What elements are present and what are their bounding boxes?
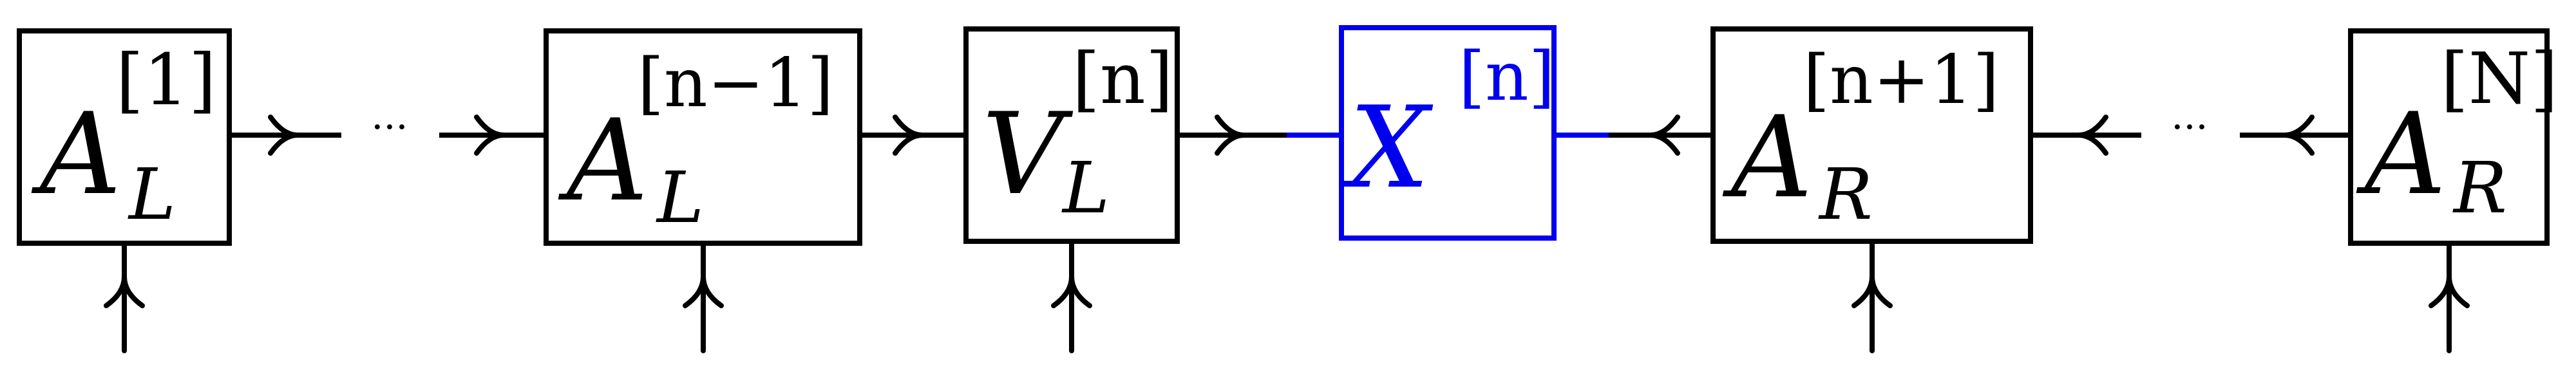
- tensor-box-a-l-1: [17, 28, 232, 246]
- physical-legs: [104, 239, 2470, 353]
- label-a-r-n+1-sup: [n+1]: [1803, 41, 1999, 119]
- label-a-l-1-sub: L: [128, 153, 176, 236]
- label-x-n-base: X: [1341, 83, 1434, 214]
- label-a-r-N-base: A: [2356, 89, 2446, 220]
- ellipses: ··· ···: [371, 105, 2208, 150]
- label-a-r-n+1-base: A: [1722, 93, 1812, 223]
- tensor-box-x-n: [1339, 25, 1557, 241]
- arrow-left-1: [1650, 115, 1680, 156]
- arrow-left-2: [2078, 115, 2108, 156]
- leg-an-1-arrow: [683, 276, 724, 308]
- label-v-l-n-sup: [n]: [1072, 37, 1173, 120]
- ellipsis-right: ···: [2171, 105, 2208, 150]
- bond-arrows: [268, 115, 2315, 156]
- tensor-box-v-l-n: [963, 26, 1180, 244]
- label-v-l-n-base: V: [982, 89, 1074, 220]
- arrow-right-3: [893, 115, 923, 156]
- tensor-labels: A [1] L A [n−1] L V [n] L X [n] A [n+1] …: [31, 37, 2558, 239]
- tensor-box-a-r-n+1: [1710, 26, 2033, 244]
- label-a-l-n-1-sup: [n−1]: [638, 44, 833, 122]
- leg-ar-arrow: [1852, 276, 1893, 308]
- label-a-r-n+1-sub: R: [1818, 153, 1873, 236]
- tensor-box-a-r-N: [2348, 28, 2550, 246]
- leg-arN-arrow: [2429, 276, 2470, 308]
- label-a-l-1-base: A: [31, 89, 121, 220]
- label-a-l-n-1-sub: L: [656, 156, 704, 239]
- tensor-box-a-l-n-1: [544, 28, 862, 246]
- tensor-boxes: [17, 25, 2550, 246]
- leg-v-arrow: [1051, 276, 1092, 308]
- leg-a1-arrow: [104, 276, 145, 308]
- label-a-l-1-sup: [1]: [116, 39, 216, 121]
- ellipsis-left: ···: [371, 105, 408, 150]
- arrow-right-4: [1215, 115, 1245, 156]
- arrow-left-3: [2284, 115, 2315, 156]
- label-v-l-n-sub: L: [1061, 147, 1110, 229]
- label-a-r-N-sup: [N]: [2441, 37, 2558, 120]
- label-a-r-N-sub: R: [2452, 147, 2507, 229]
- arrow-right-1: [268, 115, 298, 156]
- label-a-l-n-1-base: A: [558, 96, 648, 227]
- label-x-n-sup: [n]: [1459, 37, 1555, 116]
- arrow-right-2: [474, 115, 504, 156]
